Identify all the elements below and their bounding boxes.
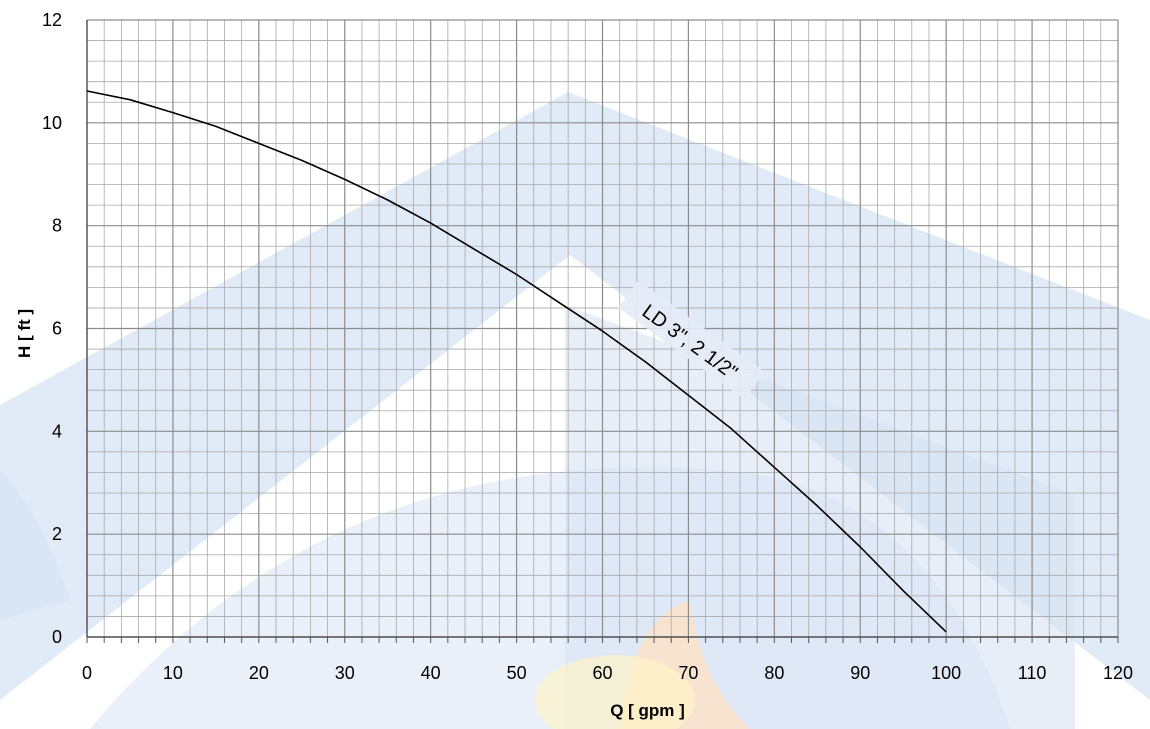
x-tick-label: 30 — [335, 663, 355, 683]
series-layer — [86, 90, 947, 633]
x-tick-label: 100 — [931, 663, 961, 683]
x-tick-label: 110 — [1018, 663, 1047, 683]
x-tick-label: 40 — [421, 663, 441, 683]
x-tick-label: 70 — [678, 663, 698, 683]
x-tick-label: 50 — [507, 663, 527, 683]
watermark-left-accent — [0, 470, 70, 620]
x-tick-label: 120 — [1103, 663, 1133, 683]
x-tick-labels: 0 10 20 30 40 50 60 70 80 90 100 110 120 — [82, 663, 1133, 683]
x-tick-label: 80 — [764, 663, 784, 683]
x-tick-label: 90 — [850, 663, 870, 683]
series-line — [86, 90, 947, 633]
x-tick-label: 60 — [592, 663, 612, 683]
y-tick-label: 10 — [42, 113, 62, 133]
x-tick-label: 20 — [249, 663, 269, 683]
x-tick-label: 10 — [163, 663, 183, 683]
watermark-glow — [535, 655, 695, 729]
major-grid — [86, 19, 1119, 638]
y-tick-label: 8 — [52, 216, 62, 236]
y-tick-label: 2 — [52, 524, 62, 544]
y-axis-title: H [ ft ] — [15, 309, 34, 358]
axes — [86, 20, 1119, 643]
watermark-wave — [90, 467, 1010, 729]
curve-label-background — [618, 280, 765, 400]
x-tick-label: 0 — [82, 663, 92, 683]
watermark-roof — [0, 92, 1150, 700]
y-tick-label: 12 — [42, 10, 62, 30]
y-tick-labels: 0 2 4 6 8 10 12 — [42, 10, 62, 647]
x-axis-title: Q [ gpm ] — [610, 701, 685, 720]
y-tick-label: 0 — [52, 627, 62, 647]
y-tick-label: 4 — [52, 421, 62, 441]
y-tick-label: 6 — [52, 319, 62, 339]
